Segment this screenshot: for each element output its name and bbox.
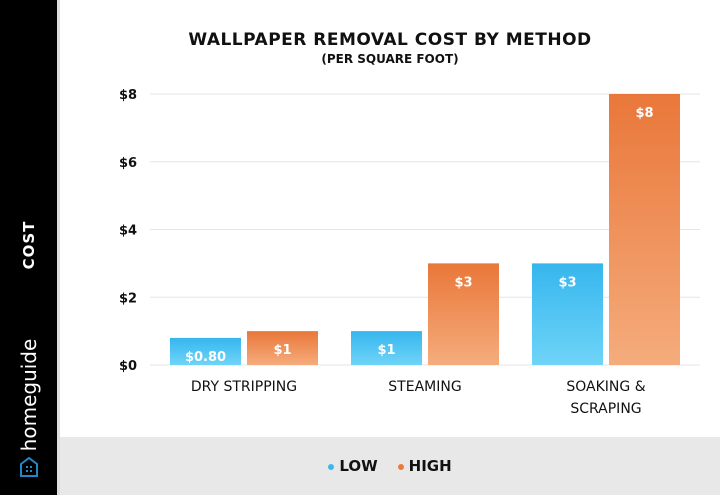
x-tick-label: SCRAPING [570, 401, 641, 417]
legend-dot-low [328, 463, 335, 470]
bar-high [428, 263, 499, 365]
x-tick-label: SOAKING & [566, 379, 645, 395]
data-label: $3 [454, 275, 472, 290]
y-tick-label: $6 [119, 156, 137, 171]
legend-item-low: LOW [328, 457, 378, 475]
house-icon [20, 456, 38, 477]
legend-dot-high [397, 463, 404, 470]
bar-low [351, 331, 422, 365]
legend-label-low: LOW [339, 457, 378, 475]
x-tick-label: STEAMING [388, 379, 461, 395]
data-label: $1 [273, 343, 291, 358]
bar-high [247, 331, 318, 365]
y-tick-label: $0 [119, 359, 137, 374]
bar-low [170, 337, 241, 365]
sidebar: COST homeguide [0, 0, 57, 495]
legend: LOW HIGH [60, 437, 720, 495]
data-label: $0.80 [185, 350, 226, 365]
data-label: $3 [558, 275, 576, 290]
sidebar-edge [57, 0, 60, 495]
x-tick-label: DRY STRIPPING [191, 379, 297, 395]
data-label: $8 [635, 106, 653, 121]
y-tick-label: $2 [119, 291, 137, 306]
y-tick-label: $8 [119, 88, 137, 103]
data-label: $1 [377, 343, 395, 358]
legend-item-high: HIGH [397, 457, 452, 475]
y-tick-label: $4 [119, 224, 137, 239]
bar-low [532, 263, 603, 365]
bar-high [609, 94, 680, 365]
chart-subtitle: (PER SQUARE FOOT) [321, 52, 459, 66]
chart-title: WALLPAPER REMOVAL COST BY METHOD [188, 30, 592, 50]
legend-label-high: HIGH [408, 457, 452, 475]
